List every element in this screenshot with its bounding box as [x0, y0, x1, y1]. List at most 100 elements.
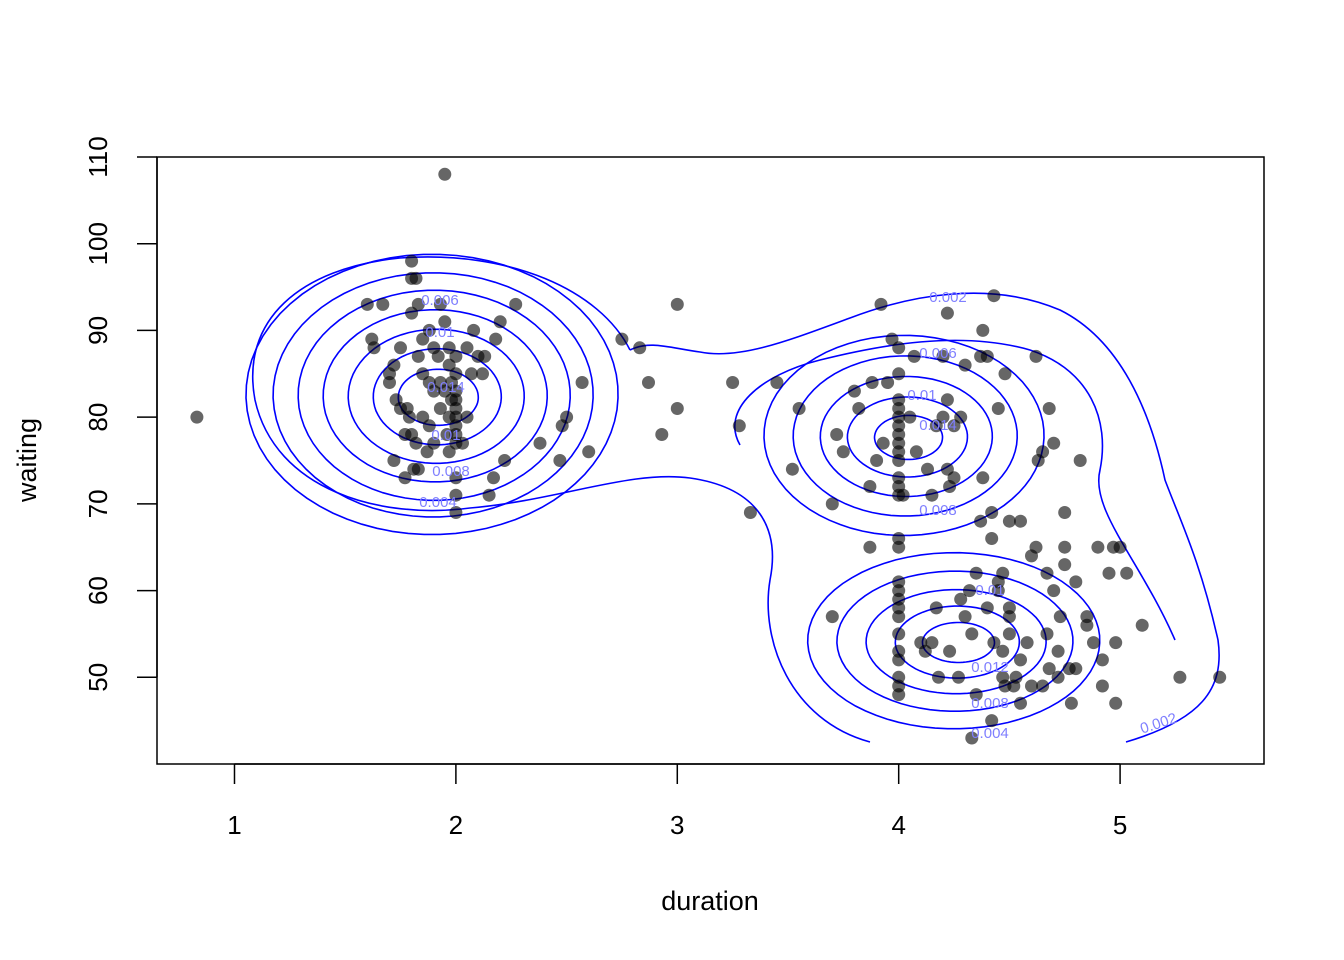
data-point-93: [792, 402, 806, 415]
data-point-62: [456, 436, 469, 450]
data-point-201: [1042, 402, 1056, 415]
y-tick-label-50: 50: [83, 663, 113, 692]
data-point-199: [1040, 566, 1054, 580]
data-point-94: [825, 497, 839, 511]
data-point-31: [422, 323, 436, 337]
y-tick-label-70: 70: [83, 489, 113, 518]
data-point-206: [1053, 610, 1067, 624]
data-point-34: [438, 315, 452, 329]
data-point-103: [874, 297, 888, 311]
data-point-109: [892, 367, 906, 381]
contour-line-6: [245, 253, 619, 536]
data-point-224: [1109, 696, 1123, 710]
data-point-227: [1135, 618, 1149, 632]
data-point-2: [360, 297, 374, 311]
data-point-202: [1047, 584, 1061, 598]
data-point-177: [991, 402, 1005, 415]
data-point-165: [974, 514, 988, 528]
contour-label-3: 0.004: [971, 725, 1009, 742]
data-point-87: [670, 297, 684, 311]
data-point-33: [431, 349, 445, 363]
contour-label-15: 0.01: [431, 427, 460, 444]
data-point-179: [996, 644, 1010, 658]
data-point-160: [963, 584, 976, 598]
data-point-211: [1064, 696, 1078, 710]
x-tick-label-3: 3: [670, 810, 684, 840]
data-point-155: [952, 670, 965, 684]
data-point-1: [438, 167, 452, 181]
data-point-169: [980, 601, 994, 615]
contour-label-9: 0.01: [425, 324, 454, 341]
plot-frame: [156, 156, 1265, 765]
data-point-76: [533, 436, 547, 450]
data-point-228: [1173, 670, 1187, 684]
y-axis: 50 60 70 80 90 100 110: [83, 136, 158, 692]
data-point-80: [575, 376, 589, 389]
data-point-135: [903, 410, 917, 424]
data-point-156: [954, 410, 968, 424]
data-point-221: [1102, 566, 1116, 580]
data-point-173: [987, 289, 1001, 303]
data-point-23: [433, 402, 447, 415]
contour-label-2: 0.004: [419, 494, 457, 511]
data-point-122: [892, 540, 906, 554]
data-point-39: [405, 271, 419, 285]
data-point-127: [892, 610, 906, 624]
data-point-98: [847, 384, 861, 398]
data-point-21: [422, 419, 436, 433]
data-point-194: [1029, 540, 1043, 554]
contour-line-15: [836, 570, 1074, 712]
contour-label-14: 0.014: [919, 417, 957, 434]
contour-label-10: 0.01: [907, 387, 936, 404]
data-point-208: [1058, 540, 1072, 554]
data-point-186: [1002, 610, 1016, 624]
data-point-230: [1036, 679, 1050, 693]
data-point-13: [387, 454, 401, 467]
contour-line-16: [806, 551, 1101, 730]
y-tick-label-100: 100: [83, 222, 113, 265]
data-point-161: [965, 627, 979, 641]
data-point-191: [1020, 636, 1034, 650]
data-point-192: [1025, 679, 1038, 693]
data-point-79: [560, 410, 574, 424]
data-point-232: [985, 532, 999, 545]
data-point-96: [836, 445, 850, 459]
data-point-69: [478, 349, 492, 363]
data-point-0: [190, 410, 204, 424]
contour-line-9: [819, 375, 994, 498]
data-point-40: [405, 254, 419, 268]
contour-line-outer-b: [629, 292, 1220, 743]
contour-label-0: 0.002: [929, 289, 967, 306]
data-point-148: [940, 393, 954, 407]
data-point-64: [460, 341, 474, 355]
data-point-200: [1042, 662, 1056, 676]
data-point-75: [509, 297, 523, 311]
contour-label-4: 0.006: [421, 292, 459, 309]
data-point-104: [881, 376, 895, 389]
contour-label-5: 0.006: [919, 345, 957, 362]
data-point-195: [1029, 349, 1043, 363]
data-point-133: [892, 688, 906, 702]
data-point-99: [852, 402, 866, 415]
contour-label-6: 0.008: [432, 463, 470, 480]
data-point-217: [1087, 636, 1100, 650]
data-point-212: [1069, 575, 1083, 589]
data-point-167: [976, 471, 990, 485]
data-point-35: [433, 297, 447, 311]
data-point-108: [892, 341, 906, 355]
data-point-188: [1009, 670, 1023, 684]
data-point-134: [896, 488, 910, 502]
y-tick-label-60: 60: [83, 576, 113, 605]
data-point-183: [1002, 627, 1016, 641]
data-point-205: [1051, 670, 1065, 684]
data-point-73: [493, 315, 507, 329]
data-point-204: [1051, 644, 1065, 658]
data-point-97: [825, 610, 839, 624]
data-point-82: [615, 332, 629, 346]
data-point-226: [1120, 566, 1134, 580]
data-point-117: [892, 454, 906, 467]
data-point-231: [1014, 696, 1027, 710]
data-point-7: [387, 358, 401, 372]
x-tick-label-1: 1: [227, 810, 241, 840]
data-point-159: [958, 358, 972, 372]
